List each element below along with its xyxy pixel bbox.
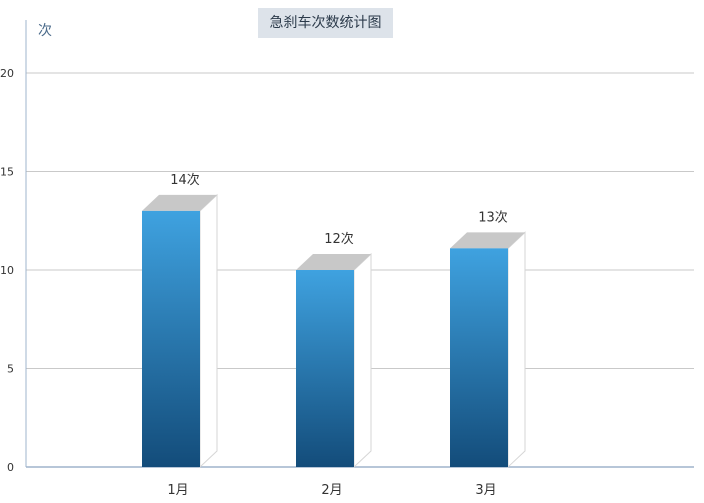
x-tick-label: 1月	[167, 483, 188, 498]
y-tick-label: 5	[7, 363, 14, 376]
chart-title: 急刹车次数统计图	[258, 8, 393, 38]
bars	[142, 193, 526, 469]
bar-side	[353, 252, 372, 469]
y-tick-label: 15	[0, 166, 14, 179]
x-tick-label: 2月	[321, 483, 342, 498]
bar	[296, 270, 354, 467]
data-label: 13次	[478, 209, 508, 225]
labels: 0 5 10 15 20 次 14次 1月 12次 2月 13次 3月	[0, 23, 508, 498]
bar-side	[199, 193, 218, 469]
bar-cap	[296, 254, 371, 270]
data-label: 14次	[170, 172, 200, 188]
y-tick-label: 10	[0, 264, 14, 277]
bar	[450, 248, 508, 467]
bar-cap	[450, 232, 525, 249]
bar	[142, 210, 200, 467]
bar-cap	[142, 194, 217, 211]
axes	[25, 20, 694, 468]
y-tick-label: 0	[7, 461, 14, 474]
y-axis-label: 次	[38, 23, 52, 39]
y-tick-label: 20	[0, 67, 14, 80]
data-label: 12次	[324, 231, 354, 247]
x-tick-label: 3月	[475, 483, 496, 498]
bar-side	[507, 231, 526, 469]
